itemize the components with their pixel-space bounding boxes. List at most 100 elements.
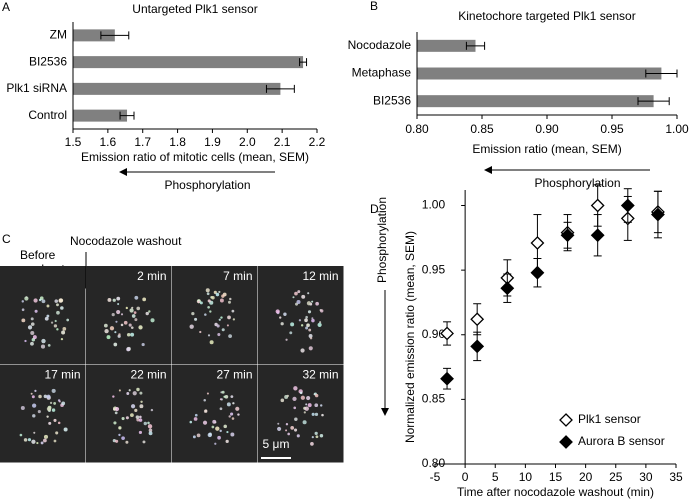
- kinetochore-dot: [114, 411, 118, 415]
- image-tile: [258, 266, 344, 364]
- kinetochore-dot: [280, 322, 284, 326]
- kinetochore-dot: [63, 427, 68, 432]
- kinetochore-dot: [21, 318, 26, 323]
- kinetochore-dot: [130, 413, 134, 417]
- kinetochore-dot: [319, 321, 322, 324]
- kinetochore-dot: [232, 402, 235, 405]
- chart-title: Kinetochore targeted Plk1 sensor: [458, 9, 635, 23]
- kinetochore-dot: [121, 436, 125, 441]
- kinetochore-dot: [30, 322, 35, 326]
- kinetochore-dot: [126, 347, 131, 352]
- x-tick-label: 2.1: [274, 135, 291, 149]
- kinetochore-dot: [305, 326, 309, 330]
- kinetochore-dot: [292, 296, 295, 299]
- kinetochore-dot: [213, 290, 217, 294]
- kinetochore-dot: [37, 410, 41, 414]
- kinetochore-dot: [320, 404, 323, 407]
- point: [440, 326, 454, 341]
- kinetochore-dot: [41, 338, 46, 344]
- kinetochore-dot: [132, 391, 137, 396]
- kinetochore-dot: [115, 439, 119, 443]
- chart-title: Untargeted Plk1 sensor: [132, 2, 257, 16]
- kinetochore-dot: [138, 418, 143, 422]
- kinetochore-dot: [126, 332, 131, 337]
- kinetochore-dot: [36, 441, 39, 445]
- kinetochore-dot: [321, 413, 324, 417]
- kinetochore-dot: [19, 433, 23, 437]
- kinetochore-dot: [133, 311, 137, 314]
- x-tick-label: 1.5: [65, 135, 82, 149]
- x-axis-label: Emission ratio of mitotic cells (mean, S…: [81, 150, 309, 164]
- kinetochore-dot: [219, 298, 224, 303]
- kinetochore-dot: [33, 298, 38, 303]
- x-tick-label: 5: [492, 470, 499, 484]
- kinetochore-dot: [314, 431, 318, 435]
- kinetochore-dot: [46, 304, 50, 308]
- kinetochore-dot: [44, 316, 49, 321]
- kinetochore-dot: [30, 330, 35, 336]
- kinetochore-dot: [275, 309, 280, 314]
- kinetochore-dot: [300, 348, 305, 353]
- kinetochore-dot: [53, 418, 57, 422]
- error-bar: [100, 31, 130, 40]
- kinetochore-dot: [142, 297, 147, 302]
- kinetochore-dot: [207, 305, 210, 309]
- kinetochore-dot: [140, 400, 143, 403]
- kinetochore-dot: [218, 318, 221, 321]
- kinetochore-dot: [305, 315, 308, 319]
- kinetochore-dot: [229, 297, 232, 301]
- kinetochore-dot: [57, 421, 61, 425]
- kinetochore-dot: [126, 392, 130, 395]
- kinetochore-dot: [300, 395, 306, 400]
- kinetochore-dot: [130, 332, 135, 337]
- kinetochore-dot: [308, 328, 312, 332]
- kinetochore-dot: [311, 317, 314, 320]
- image-tile: [172, 364, 258, 463]
- kinetochore-dot: [31, 439, 36, 444]
- kinetochore-dot: [304, 318, 308, 323]
- kinetochore-dot: [202, 420, 208, 425]
- kinetochore-dot: [314, 403, 319, 408]
- x-tick-label: 0.85: [470, 122, 494, 136]
- kinetochore-dot: [209, 340, 214, 345]
- kinetochore-dot: [224, 394, 229, 399]
- kinetochore-dot: [139, 415, 142, 419]
- kinetochore-dot: [148, 428, 153, 433]
- kinetochore-dot: [53, 324, 58, 328]
- kinetochore-dot: [215, 292, 220, 297]
- kinetochore-dot: [228, 334, 233, 339]
- kinetochore-dot: [289, 331, 293, 335]
- kinetochore-dot: [293, 386, 298, 391]
- error-bar: [637, 97, 670, 106]
- kinetochore-dot: [226, 324, 229, 327]
- error-bar: [465, 41, 486, 50]
- kinetochore-dot: [121, 416, 125, 421]
- kinetochore-dot: [230, 432, 235, 437]
- kinetochore-dot: [313, 393, 316, 396]
- kinetochore-dot: [130, 326, 134, 329]
- kinetochore-dot: [279, 316, 282, 319]
- y-tick-label: 0.95: [422, 262, 446, 276]
- kinetochore-dot: [54, 319, 57, 323]
- kinetochore-dot: [225, 439, 229, 443]
- kinetochore-dot: [134, 295, 139, 300]
- image-tile: [258, 364, 344, 463]
- image-tile: [0, 364, 86, 463]
- kinetochore-dot: [204, 409, 208, 413]
- kinetochore-dot: [38, 298, 42, 302]
- annotation: Phosphorylation: [164, 178, 250, 192]
- kinetochore-dot: [306, 395, 311, 401]
- kinetochore-dot: [103, 323, 108, 328]
- kinetochore-dot: [60, 306, 64, 310]
- legend-marker: [559, 435, 573, 449]
- kinetochore-dot: [43, 434, 49, 439]
- kinetochore-dot: [199, 301, 203, 305]
- kinetochore-dot: [27, 438, 32, 442]
- kinetochore-dot: [311, 412, 315, 416]
- kinetochore-dot: [199, 330, 202, 334]
- kinetochore-dot: [34, 309, 38, 313]
- kinetochore-dot: [317, 322, 322, 327]
- kinetochore-dot: [116, 296, 121, 301]
- kinetochore-dot: [290, 426, 295, 430]
- kinetochore-dot: [147, 421, 150, 425]
